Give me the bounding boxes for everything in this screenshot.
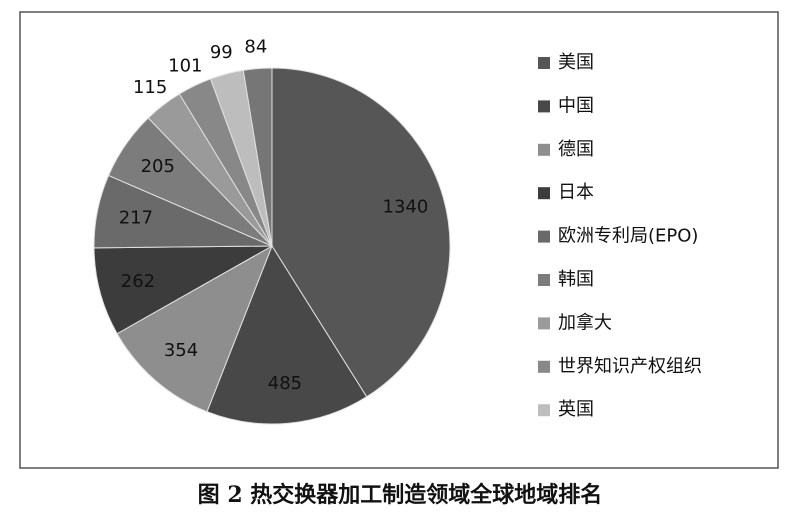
data-label: 354 (164, 340, 198, 361)
legend-swatch (538, 360, 550, 373)
legend-label: 德国 (558, 139, 594, 160)
pie-slice (206, 244, 368, 425)
legend-swatch (538, 404, 550, 417)
legend-label: 美国 (558, 52, 594, 73)
legend-label: 英国 (558, 399, 594, 420)
pie-slice (271, 67, 451, 398)
pie-slice (116, 244, 273, 413)
data-label: 115 (133, 77, 167, 98)
legend-swatch (538, 187, 550, 200)
data-label: 99 (210, 42, 233, 63)
legend-label: 韩国 (558, 269, 594, 290)
legend-swatch (538, 317, 550, 330)
legend-swatch (538, 57, 550, 69)
data-label: 485 (268, 373, 302, 394)
legend-swatch (538, 230, 550, 243)
data-label: 205 (141, 156, 175, 177)
legend-label: 日本 (558, 182, 594, 203)
legend-swatch (538, 100, 550, 113)
legend-swatch (538, 143, 550, 156)
pie-slice (93, 245, 273, 335)
data-label: 217 (119, 208, 153, 229)
legend-label: 世界知识产权组织 (558, 356, 702, 377)
data-label: 84 (244, 36, 267, 57)
legend-label: 加拿大 (558, 311, 612, 333)
data-label: 101 (168, 55, 202, 76)
legend-label: 中国 (558, 95, 594, 116)
data-label: 1340 (383, 197, 429, 218)
data-label: 262 (121, 271, 155, 292)
legend-label: 欧洲专利局(EPO) (558, 226, 698, 247)
legend-swatch (538, 274, 550, 286)
pie-slice (242, 67, 273, 247)
caption: 图 2 热交换器加工制造领域全球地域排名 (198, 482, 603, 508)
